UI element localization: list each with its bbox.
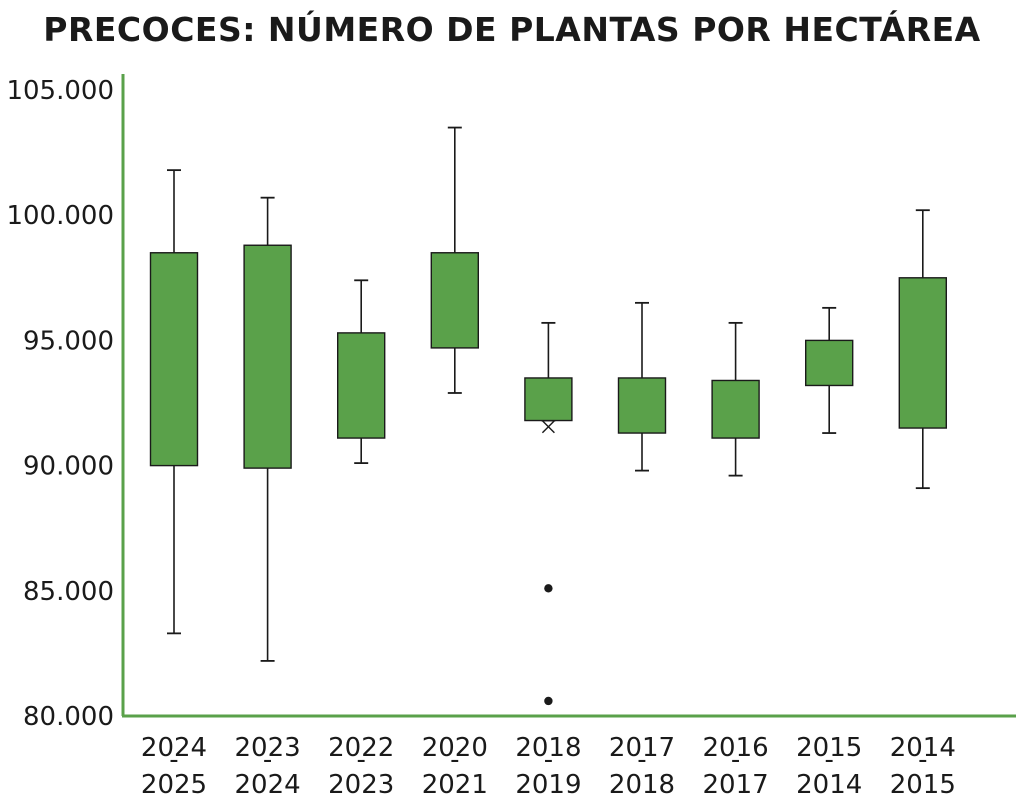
outlier-point: [544, 584, 553, 593]
box-group: [711, 321, 760, 477]
x-tick-label-separator: -: [825, 745, 834, 775]
y-tick-labels: 80.000 85.000 90.000 95.000 100.000 105.000: [6, 76, 114, 732]
x-tick-label-top: 2020: [422, 733, 488, 763]
iqr-box: [337, 332, 386, 439]
iqr-box: [617, 377, 667, 434]
y-tick-label: 85.000: [23, 577, 114, 607]
x-tick-label-top: 2016: [703, 733, 769, 763]
box-group: [617, 301, 667, 472]
x-tick-label-top: 2014: [890, 733, 956, 763]
x-tick-label-bottom: 2015: [890, 770, 956, 800]
y-tick-label: 95.000: [23, 326, 114, 356]
x-tick-label-top: 2018: [515, 733, 581, 763]
x-tick-label-top: 2017: [609, 733, 675, 763]
x-tick-label-separator: -: [918, 745, 927, 775]
x-tick-label-bottom: 2019: [515, 770, 581, 800]
x-tick-label-bottom: 2023: [328, 770, 394, 800]
y-tick-label: 105.000: [6, 76, 114, 106]
iqr-box: [524, 377, 573, 422]
box-group: [149, 169, 199, 635]
box-group: [430, 126, 479, 394]
box-group: [337, 279, 386, 464]
iqr-box: [430, 252, 479, 349]
box-group: [524, 321, 573, 706]
chart-title: PRECOCES: NÚMERO DE PLANTAS POR HECTÁREA: [43, 10, 981, 49]
x-tick-label-top: 2023: [235, 733, 301, 763]
x-tick-label-separator: -: [544, 745, 553, 775]
chart-marks: [149, 126, 947, 706]
x-tick-label-separator: -: [450, 745, 459, 775]
box-group: [805, 306, 854, 434]
iqr-box: [898, 277, 947, 429]
iqr-box: [711, 379, 760, 439]
x-tick-label-separator: -: [357, 745, 366, 775]
x-tick-label-top: 2024: [141, 733, 207, 763]
x-tick-label-top: 2015: [796, 733, 862, 763]
x-tick-label-separator: -: [637, 745, 646, 775]
x-tick-labels: 2024-20252023-20242022-20232020-20212018…: [141, 733, 956, 800]
mean-marker: [541, 420, 555, 434]
iqr-box: [805, 339, 854, 387]
y-tick-label: 80.000: [23, 702, 114, 732]
x-tick-label-bottom: 2018: [609, 770, 675, 800]
iqr-box: [149, 252, 199, 467]
x-tick-label-bottom: 2014: [796, 770, 862, 800]
x-tick-label-top: 2022: [328, 733, 394, 763]
box-group: [243, 196, 292, 662]
y-tick-label: 100.000: [6, 201, 114, 231]
x-tick-label-separator: -: [263, 745, 272, 775]
x-tick-label-bottom: 2024: [235, 770, 301, 800]
outlier-point: [544, 696, 553, 706]
x-tick-label-bottom: 2017: [703, 770, 769, 800]
x-tick-label-separator: -: [169, 745, 178, 775]
y-tick-label: 90.000: [23, 452, 114, 482]
x-tick-label-separator: -: [731, 745, 740, 775]
box-group: [898, 209, 947, 490]
iqr-box: [243, 244, 292, 469]
x-tick-label-bottom: 2025: [141, 770, 207, 800]
x-tick-label-bottom: 2021: [422, 770, 488, 800]
